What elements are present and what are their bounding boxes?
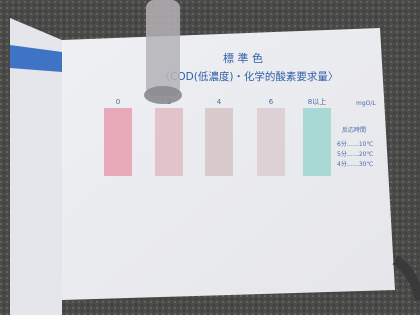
page: 標 準 色 〈COD(低濃度)・化学的酸素要求量〉 mgO/L 反応時間 024…: [0, 0, 420, 315]
swatch-label: 8以上: [308, 97, 326, 106]
title: 標 準 色: [223, 51, 263, 65]
swatch-label: 4: [217, 98, 222, 106]
swatch-label: 0: [116, 98, 120, 106]
tube-tip: [144, 86, 182, 104]
swatch-label: 6: [269, 98, 274, 106]
reaction-row: 4分……30℃: [337, 160, 373, 168]
subtitle: 〈COD(低濃度)・化学的酸素要求量〉: [160, 70, 339, 83]
swatch: [303, 108, 331, 176]
test-tube: [146, 0, 180, 96]
unit: mgO/L: [356, 100, 376, 107]
reaction-title: 反応時間: [342, 126, 366, 134]
reaction-rows: 6分……10℃ 5分……20℃ 4分……30℃: [337, 140, 373, 168]
swatch: [104, 108, 132, 176]
swatch: [155, 108, 183, 176]
reaction-row: 6分……10℃: [337, 140, 373, 148]
reaction-row: 5分……20℃: [337, 150, 373, 158]
swatch: [205, 108, 233, 176]
swatch: [257, 108, 285, 176]
photo: 標 準 色 〈COD(低濃度)・化学的酸素要求量〉 mgO/L 反応時間 024…: [0, 0, 420, 315]
